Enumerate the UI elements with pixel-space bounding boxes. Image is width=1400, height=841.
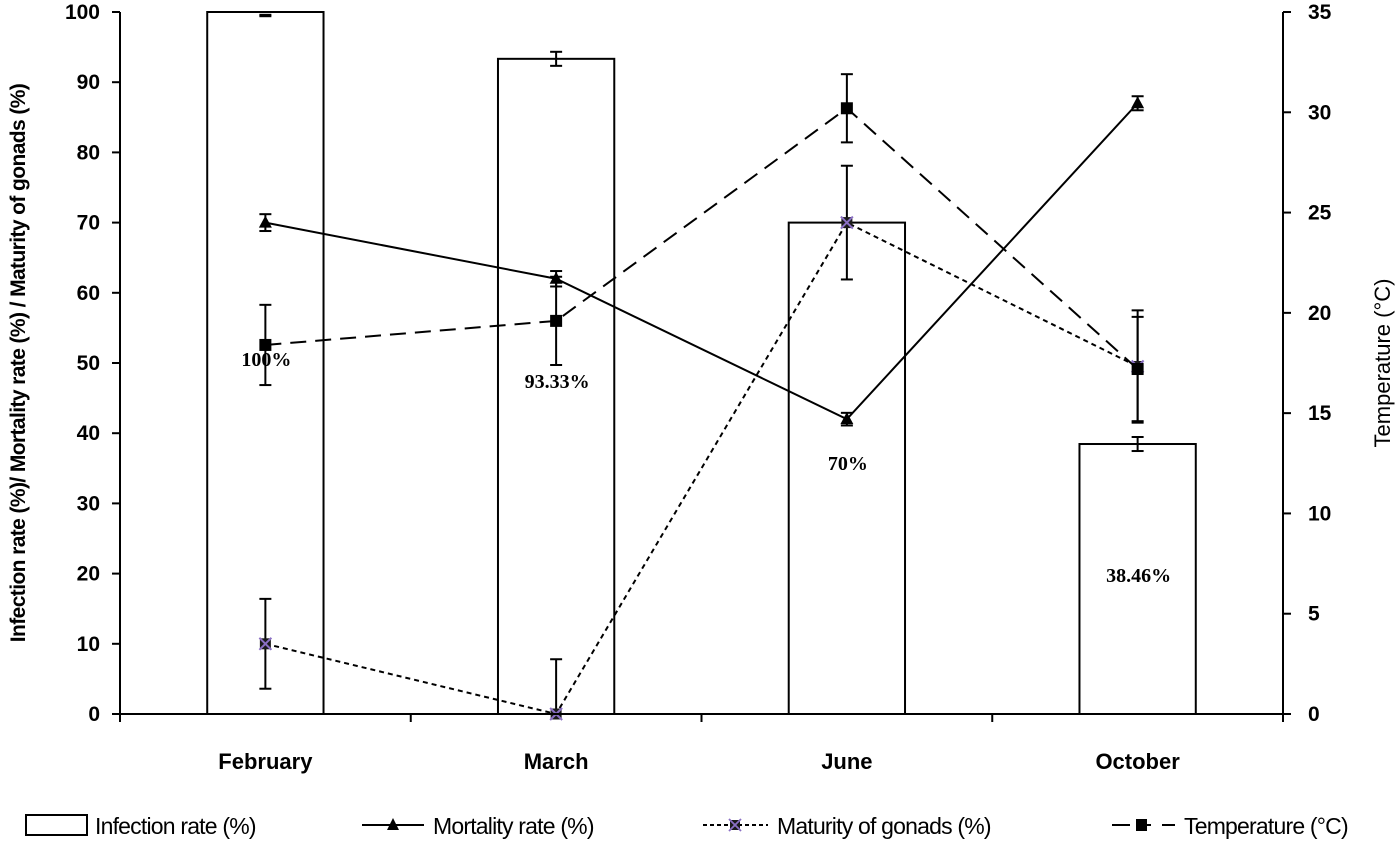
y-tick-label-left: 30 xyxy=(77,492,100,515)
line-temperature-c xyxy=(265,106,1139,370)
y-tick-label-left: 20 xyxy=(77,563,100,586)
y-axis-left-title: Infection rate (%)/ Mortality rate (%) /… xyxy=(7,84,30,642)
legend: Infection rate (%) Mortality rate (%) Ma… xyxy=(25,813,1349,839)
bar-march xyxy=(496,57,616,715)
y-tick-label-left: 0 xyxy=(88,703,100,726)
x-category-label: March xyxy=(524,749,589,774)
axes: 0 10 20 30 40 50 60 70 80 90 100 0 5 10 15 20 25 30 35 Febr… xyxy=(65,1,1332,774)
y-tick-label-left: 70 xyxy=(77,212,100,235)
y-tick-label-right: 20 xyxy=(1308,302,1331,325)
square-marker-icon xyxy=(1131,363,1144,376)
y-tick-label-right: 30 xyxy=(1308,101,1331,124)
x-marker-icon xyxy=(840,215,854,230)
legend-label: Mortality rate (%) xyxy=(433,813,594,839)
legend-item-temperature[interactable]: Temperature (°C) xyxy=(1112,813,1349,839)
data-label: 38.46% xyxy=(1106,565,1171,587)
triangle-marker-icon xyxy=(258,215,272,228)
y-tick-label-left: 50 xyxy=(77,352,100,375)
x-category-label: June xyxy=(821,749,872,774)
square-marker-icon xyxy=(840,102,853,115)
y-tick-label-left: 90 xyxy=(77,71,100,94)
legend-item-mortality-rate[interactable]: Mortality rate (%) xyxy=(362,813,595,839)
square-marker-icon xyxy=(1136,819,1147,831)
data-label: 100% xyxy=(241,349,291,371)
y-tick-label-left: 40 xyxy=(77,422,100,445)
error-bars xyxy=(259,13,1144,714)
infection-rate-bars xyxy=(206,11,1197,715)
y-tick-label-left: 10 xyxy=(77,633,100,656)
y-tick-label-left: 60 xyxy=(77,282,100,305)
legend-label: Temperature (°C) xyxy=(1184,813,1348,839)
y-tick-label-left: 100 xyxy=(65,1,100,24)
y-tick-label-right: 25 xyxy=(1308,202,1332,225)
y-tick-label-right: 5 xyxy=(1308,603,1320,626)
legend-item-maturity-of-gonads[interactable]: Maturity of gonads (%) xyxy=(703,813,992,839)
line-mortality-rate xyxy=(265,102,1139,421)
triangle-marker-icon xyxy=(387,818,399,830)
triangle-marker-icon xyxy=(1131,96,1145,109)
x-category-label: October xyxy=(1095,749,1180,774)
y-tick-label-left: 80 xyxy=(77,141,100,164)
legend-label: Infection rate (%) xyxy=(95,813,256,839)
x-marker-icon xyxy=(258,637,273,651)
series-lines xyxy=(265,102,1139,716)
y-tick-label-right: 15 xyxy=(1308,402,1332,425)
y-tick-label-right: 35 xyxy=(1308,1,1332,24)
data-label: 70% xyxy=(828,453,868,475)
series-markers xyxy=(258,96,1145,721)
legend-label: Maturity of gonads (%) xyxy=(777,813,991,839)
y-tick-label-right: 0 xyxy=(1308,703,1320,726)
bar-october xyxy=(1078,443,1197,715)
triangle-marker-icon xyxy=(840,412,854,425)
triangle-marker-icon xyxy=(549,271,563,284)
bar-swatch-icon xyxy=(25,814,88,836)
line-maturity-of-gonads xyxy=(265,221,1139,716)
square-marker-icon xyxy=(259,338,272,351)
bar-data-labels: 100% 93.33% 70% 38.46% xyxy=(241,349,1171,587)
y-tick-label-right: 10 xyxy=(1308,502,1331,525)
x-category-label: February xyxy=(218,749,313,774)
square-marker-icon xyxy=(550,314,563,327)
y-axis-right-title: Temperature (°C) xyxy=(1370,279,1395,448)
legend-item-infection-rate[interactable]: Infection rate (%) xyxy=(25,813,257,839)
data-label: 93.33% xyxy=(525,371,590,393)
